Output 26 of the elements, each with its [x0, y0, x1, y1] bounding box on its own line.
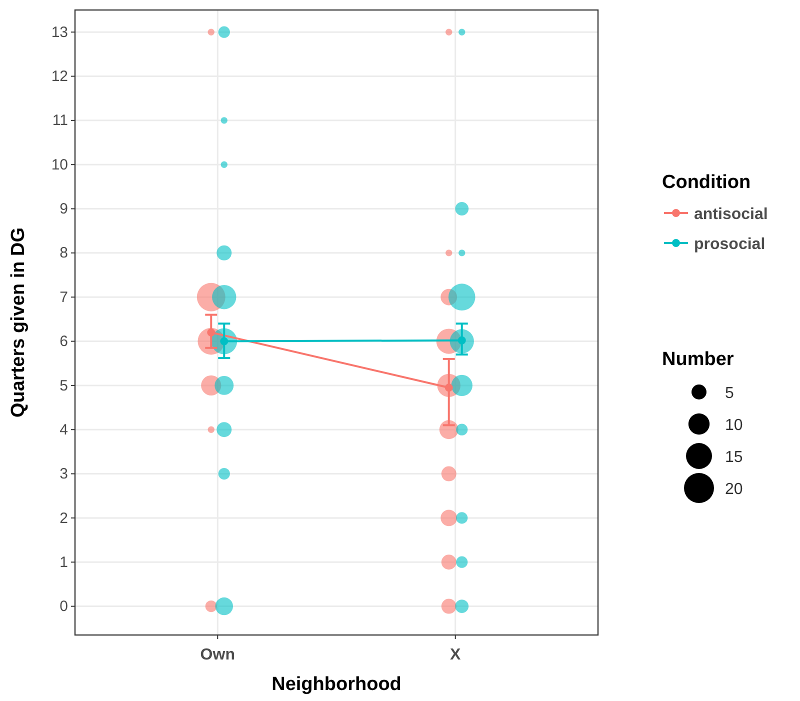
- legend-label: antisocial: [694, 206, 768, 223]
- y-tick-label: 7: [60, 288, 68, 306]
- legend-label: 10: [725, 417, 743, 434]
- y-tick-label: 1: [60, 554, 68, 571]
- x-axis-title: Neighborhood: [272, 674, 402, 695]
- x-tick-label: X: [450, 646, 462, 664]
- y-tick-label: 12: [51, 68, 68, 86]
- legend-label: 5: [725, 385, 734, 402]
- legend-label: prosocial: [694, 236, 766, 253]
- y-tick-label: 6: [60, 333, 68, 350]
- legend-title: Condition: [662, 172, 751, 193]
- y-tick-label: 4: [60, 421, 68, 438]
- legend-label: 15: [725, 449, 743, 466]
- text: Number: [662, 349, 734, 370]
- legend-label: 20: [725, 481, 743, 498]
- y-tick-label: 11: [52, 112, 68, 130]
- y-tick-label: 2: [60, 510, 68, 527]
- y-tick-label: 0: [60, 598, 68, 616]
- y-tick-label: 13: [51, 24, 68, 41]
- y-axis-title: Quarters given in DG: [8, 227, 29, 418]
- y-tick-label: 10: [51, 156, 68, 174]
- y-tick-label: 9: [60, 200, 68, 218]
- y-tick-label: 8: [60, 244, 68, 262]
- y-tick-label: 5: [60, 377, 68, 394]
- y-tick-label: 3: [60, 466, 68, 483]
- x-tick-label: Own: [200, 646, 235, 664]
